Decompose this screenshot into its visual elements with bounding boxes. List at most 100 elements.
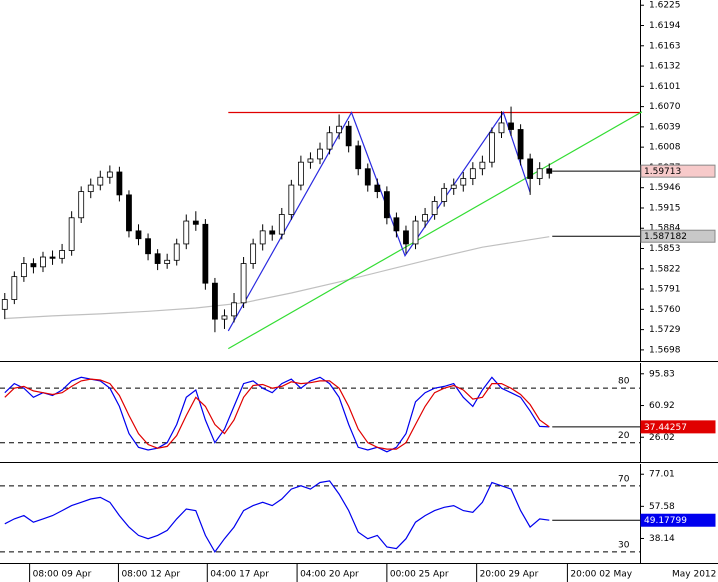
candle-body bbox=[431, 201, 438, 215]
candle-body bbox=[49, 256, 56, 259]
marker-box bbox=[640, 513, 716, 527]
y-tick-label: 77.01 bbox=[649, 470, 675, 480]
candle-body bbox=[412, 220, 419, 245]
candle-body bbox=[479, 161, 486, 170]
level-label: 80 bbox=[618, 377, 630, 387]
x-tick-label: 20:00 29 Apr bbox=[480, 570, 539, 580]
candle-body bbox=[135, 230, 142, 240]
candle-body bbox=[97, 176, 104, 186]
candle-body bbox=[527, 158, 534, 179]
y-tick-label: 1.6225 bbox=[649, 1, 681, 11]
x-tick-label: 04:00 20 Apr bbox=[300, 570, 359, 580]
marker-box bbox=[640, 164, 716, 178]
candle-body bbox=[498, 122, 505, 134]
y-tick-label: 38.14 bbox=[649, 534, 675, 544]
candle-body bbox=[489, 132, 495, 163]
candle-body bbox=[450, 184, 457, 189]
candle-body bbox=[460, 178, 467, 186]
candle-body bbox=[78, 191, 85, 219]
candle-body bbox=[20, 263, 27, 278]
candle-body bbox=[202, 223, 209, 284]
y-tick-label: 1.5698 bbox=[649, 345, 681, 355]
y-tick-label: 1.5822 bbox=[649, 264, 681, 274]
y-tick-label: 1.5791 bbox=[649, 285, 681, 295]
candle-body bbox=[221, 315, 228, 320]
y-tick-label: 1.5884 bbox=[649, 224, 681, 234]
indicator-line bbox=[4, 378, 550, 450]
candle-body bbox=[173, 243, 180, 261]
level-label: 30 bbox=[618, 540, 630, 550]
candle-body bbox=[469, 168, 476, 179]
candle-body bbox=[1, 299, 8, 310]
x-tick-label: 20:00 02 May bbox=[570, 570, 632, 580]
y-tick-label: 1.5760 bbox=[649, 305, 681, 315]
candle-body bbox=[336, 125, 343, 134]
candle-body bbox=[288, 184, 295, 215]
candle-body bbox=[68, 217, 75, 251]
candle-body bbox=[30, 263, 37, 268]
candle-body bbox=[546, 168, 553, 174]
y-tick-label: 1.5853 bbox=[649, 244, 681, 254]
candle-body bbox=[240, 263, 247, 304]
candle-body bbox=[355, 145, 362, 170]
y-tick-label: 1.5729 bbox=[649, 325, 681, 335]
candle-body bbox=[183, 220, 190, 245]
y-tick-label: 26.02 bbox=[649, 433, 675, 443]
candle-body bbox=[317, 148, 323, 160]
marker-box bbox=[640, 229, 716, 243]
y-tick-label: 1.6163 bbox=[649, 41, 681, 51]
candle-body bbox=[345, 125, 352, 147]
y-tick-label: 1.6008 bbox=[649, 143, 681, 153]
marker-label: 1.59713 bbox=[644, 167, 681, 177]
candle-body bbox=[231, 302, 237, 317]
x-tick-label: 04:00 17 Apr bbox=[210, 570, 269, 580]
trend-line bbox=[228, 111, 643, 350]
candle-body bbox=[59, 250, 65, 259]
candle-body bbox=[364, 168, 371, 186]
candle-body bbox=[145, 238, 151, 255]
candle-body bbox=[154, 253, 161, 264]
marker-box bbox=[640, 420, 716, 434]
y-tick-label: 1.6039 bbox=[649, 122, 681, 132]
candle-body bbox=[126, 194, 132, 232]
candle-body bbox=[393, 217, 400, 232]
y-tick-label: 95.83 bbox=[649, 369, 675, 379]
y-tick-label: 1.5946 bbox=[649, 183, 681, 193]
y-tick-label: 1.6194 bbox=[649, 21, 681, 31]
level-label: 70 bbox=[618, 474, 630, 484]
candle-body bbox=[297, 161, 304, 186]
candle-body bbox=[517, 129, 524, 160]
candle-body bbox=[508, 122, 514, 130]
candle-body bbox=[87, 184, 94, 193]
y-tick-label: 57.58 bbox=[649, 502, 675, 512]
candle-body bbox=[403, 230, 409, 245]
y-tick-label: 1.5915 bbox=[649, 203, 681, 213]
candle-body bbox=[11, 276, 18, 300]
y-tick-label: 1.6132 bbox=[649, 62, 681, 72]
candle-body bbox=[536, 168, 543, 179]
candle-body bbox=[116, 171, 123, 196]
candle-body bbox=[326, 132, 333, 150]
candle-body bbox=[441, 187, 448, 202]
x-tick-label: 00:00 25 Apr bbox=[390, 570, 449, 580]
y-tick-label: 60.92 bbox=[649, 401, 675, 411]
level-label: 20 bbox=[618, 431, 630, 441]
candle-body bbox=[278, 214, 285, 235]
candle-body bbox=[422, 214, 428, 222]
candle-body bbox=[259, 230, 266, 245]
candle-body bbox=[374, 184, 381, 193]
candle-body bbox=[383, 191, 390, 219]
marker-label: 37.44257 bbox=[644, 423, 687, 433]
candle-body bbox=[40, 256, 46, 268]
candle-body bbox=[106, 171, 113, 178]
corner-label: May 2012 bbox=[672, 570, 716, 580]
x-tick-label: 08:00 09 Apr bbox=[33, 570, 92, 580]
candle-body bbox=[307, 158, 314, 163]
candle-body bbox=[250, 243, 257, 264]
y-tick-label: 1.6101 bbox=[649, 82, 681, 92]
marker-label: 1.587182 bbox=[644, 232, 687, 242]
x-tick-label: 08:00 12 Apr bbox=[121, 570, 180, 580]
trend-line bbox=[4, 236, 550, 320]
